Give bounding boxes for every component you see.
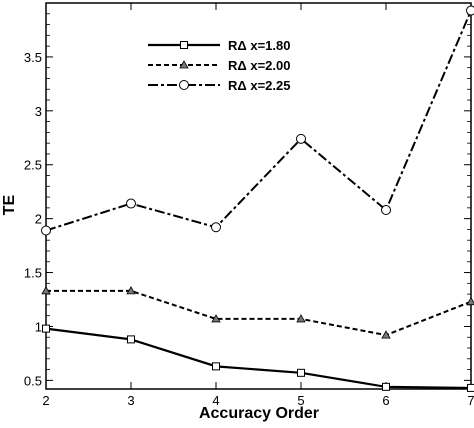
y-tick-label: 2.5 [24,158,42,173]
legend: RΔ x=1.80 RΔ x=2.00 RΔ x=2.25 [148,38,290,93]
series-layer [41,5,474,392]
y-tick-label: 2 [35,212,42,227]
y-axis-title: TE [1,194,18,215]
series-2-point [126,286,136,295]
series-1-point [467,383,474,392]
y-tick-label: 1.5 [24,266,42,281]
series-2-point [466,296,474,306]
y-tick-label: 0.5 [24,373,42,388]
series-1-line [45,327,472,390]
y-tick-label: 1 [35,319,42,334]
x-axis-title: Accuracy Order [199,405,319,422]
x-tick-label: 6 [382,393,389,408]
series-2-point [41,286,51,295]
legend-label: RΔ x=2.25 [228,78,290,93]
series-1-point [127,335,135,344]
series-3-point [211,222,221,233]
y-tick-label: 3 [35,104,42,119]
x-tick-label: 2 [42,393,49,408]
series-1-point [212,362,220,371]
legend-label: RΔ x=2.00 [228,58,290,73]
x-tick-label: 3 [127,393,134,408]
x-tick-label: 5 [297,393,304,408]
series-1-point [42,324,50,333]
plot-border [45,2,472,390]
plot-frame [45,2,472,390]
x-tick-label: 4 [212,393,219,408]
series-2-point [381,330,391,339]
series-3-point [466,5,474,16]
series-2 [41,286,474,339]
series-1-point [382,382,390,391]
series-2-line [46,289,472,337]
series-3-point [296,133,306,144]
series-1 [42,324,474,392]
series-1-point [297,368,305,377]
legend-marker [179,80,189,90]
series-3-point [381,205,391,216]
y-tick-label: 3.5 [24,50,42,65]
series-3 [41,5,474,236]
legend-label: RΔ x=1.80 [228,38,290,53]
series-3-point [41,225,51,236]
series-2-point [296,314,306,323]
x-tick-label: 7 [467,393,474,408]
legend-marker [180,41,188,49]
y-axis-ticks: 0.5 1 1.5 2 2.5 3 3.5 [24,13,471,388]
series-2-point [211,314,221,323]
legend-marker [179,60,189,69]
series-3-point [126,198,136,209]
